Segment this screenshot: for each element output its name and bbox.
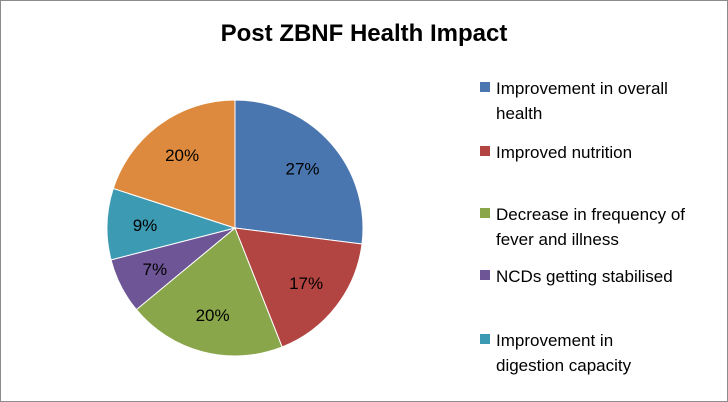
chart-title: Post ZBNF Health Impact	[220, 20, 508, 47]
pie-slice	[234, 99, 364, 245]
legend-label-line: digestion capacity	[496, 356, 632, 375]
pie-slice	[135, 227, 283, 357]
slice-label: 27%	[285, 160, 319, 179]
legend-label: Decrease in frequency of fever and illnes…	[496, 202, 718, 252]
slice-label: 20%	[165, 146, 199, 165]
legend-label-line: Improved nutrition	[496, 143, 633, 162]
legend-label: NCDs getting stabilised	[496, 264, 718, 289]
legend-label-line: Decrease in frequency of	[496, 205, 685, 224]
legend-label-line: health	[496, 104, 543, 123]
legend-label-line: fever and illness	[496, 230, 619, 249]
pie-slice	[112, 99, 236, 229]
legend-swatch	[480, 82, 490, 92]
legend-label: Improvement in overall health	[496, 76, 718, 126]
legend-label: Improvement in digestion capacity	[496, 328, 718, 378]
legend-swatch	[480, 334, 490, 344]
slice-label: 20%	[196, 306, 230, 325]
slice-label: 7%	[143, 260, 168, 279]
legend-label-line: Improvement in overall	[496, 79, 668, 98]
legend-swatch	[480, 270, 490, 280]
legend-label-line: Improvement in	[496, 331, 614, 350]
legend-swatch	[480, 146, 490, 156]
legend-swatch	[480, 208, 490, 218]
slice-label: 17%	[289, 274, 323, 293]
legend-label: Improved nutrition	[496, 140, 718, 165]
legend-label-line: NCDs getting stabilised	[496, 267, 673, 286]
pie-slice	[234, 227, 363, 348]
slice-label: 9%	[133, 216, 158, 235]
